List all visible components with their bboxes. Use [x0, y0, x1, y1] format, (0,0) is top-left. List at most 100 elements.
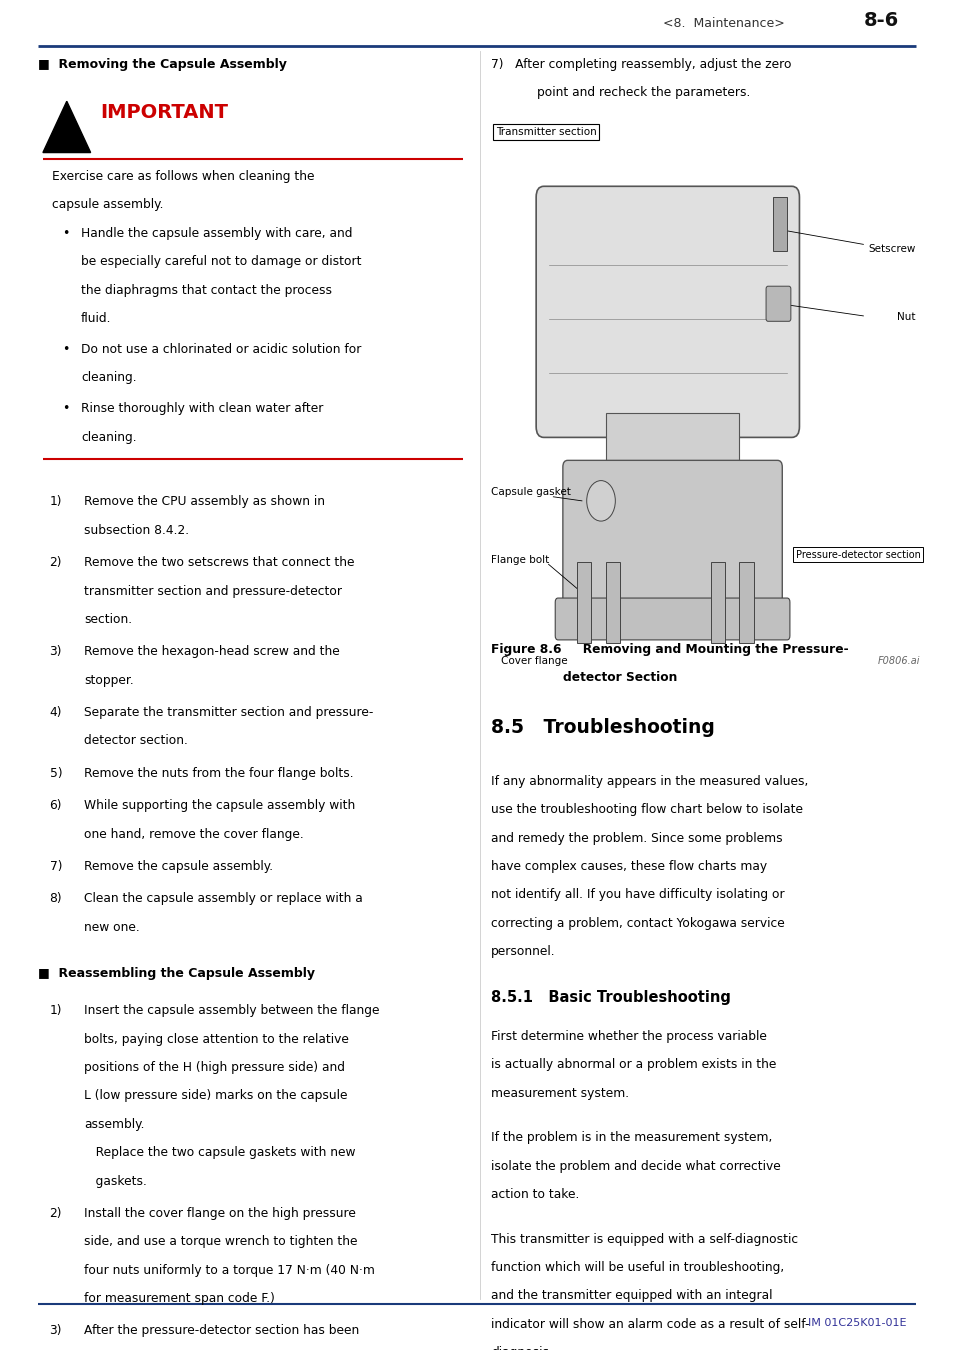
Text: Rinse thoroughly with clean water after: Rinse thoroughly with clean water after: [81, 402, 323, 416]
Text: 7)   After completing reassembly, adjust the zero: 7) After completing reassembly, adjust t…: [491, 58, 791, 72]
Text: ✋: ✋: [63, 115, 71, 128]
Text: detector section.: detector section.: [84, 734, 188, 748]
Bar: [605, 413, 739, 481]
Text: function which will be useful in troubleshooting,: function which will be useful in trouble…: [491, 1261, 783, 1274]
Text: Capsule gasket: Capsule gasket: [491, 487, 571, 497]
Text: transmitter section and pressure-detector: transmitter section and pressure-detecto…: [84, 585, 341, 598]
Text: 5): 5): [50, 767, 62, 780]
Text: measurement system.: measurement system.: [491, 1087, 629, 1100]
Bar: [605, 562, 619, 643]
Text: 8): 8): [50, 892, 62, 906]
Text: indicator will show an alarm code as a result of self-: indicator will show an alarm code as a r…: [491, 1318, 809, 1331]
Text: correcting a problem, contact Yokogawa service: correcting a problem, contact Yokogawa s…: [491, 917, 784, 930]
FancyBboxPatch shape: [536, 186, 799, 437]
Text: 1): 1): [50, 495, 62, 509]
Text: 8.5   Troubleshooting: 8.5 Troubleshooting: [491, 718, 715, 737]
Text: for measurement span code F.): for measurement span code F.): [84, 1292, 274, 1305]
FancyBboxPatch shape: [765, 286, 790, 321]
Text: 4): 4): [50, 706, 62, 720]
Text: Transmitter section: Transmitter section: [496, 127, 597, 136]
Bar: [710, 562, 724, 643]
Text: capsule assembly.: capsule assembly.: [52, 198, 164, 212]
Text: new one.: new one.: [84, 921, 139, 934]
Text: Pressure-detector section: Pressure-detector section: [795, 549, 920, 560]
Text: 8-6: 8-6: [862, 11, 898, 30]
Text: point and recheck the parameters.: point and recheck the parameters.: [537, 86, 750, 100]
Text: cleaning.: cleaning.: [81, 371, 136, 385]
Text: positions of the H (high pressure side) and: positions of the H (high pressure side) …: [84, 1061, 345, 1075]
Text: section.: section.: [84, 613, 132, 626]
Text: F0806.ai: F0806.ai: [877, 656, 920, 666]
Text: First determine whether the process variable: First determine whether the process vari…: [491, 1030, 766, 1044]
Text: side, and use a torque wrench to tighten the: side, and use a torque wrench to tighten…: [84, 1235, 357, 1249]
Text: Remove the hexagon-head screw and the: Remove the hexagon-head screw and the: [84, 645, 339, 659]
Text: Remove the two setscrews that connect the: Remove the two setscrews that connect th…: [84, 556, 355, 570]
Text: bolts, paying close attention to the relative: bolts, paying close attention to the rel…: [84, 1033, 349, 1046]
Text: detector Section: detector Section: [562, 671, 677, 684]
Text: diagnosis.: diagnosis.: [491, 1346, 553, 1350]
Text: Replace the two capsule gaskets with new: Replace the two capsule gaskets with new: [84, 1146, 355, 1160]
Text: one hand, remove the cover flange.: one hand, remove the cover flange.: [84, 828, 303, 841]
Text: Nut: Nut: [897, 312, 915, 321]
Text: and remedy the problem. Since some problems: and remedy the problem. Since some probl…: [491, 832, 782, 845]
Text: <8.  Maintenance>: <8. Maintenance>: [662, 16, 784, 30]
Text: 1): 1): [50, 1004, 62, 1018]
Text: ■  Reassembling the Capsule Assembly: ■ Reassembling the Capsule Assembly: [38, 967, 314, 980]
Text: 8.5.1   Basic Troubleshooting: 8.5.1 Basic Troubleshooting: [491, 990, 730, 1004]
Text: While supporting the capsule assembly with: While supporting the capsule assembly wi…: [84, 799, 355, 813]
Text: action to take.: action to take.: [491, 1188, 579, 1202]
Text: IMPORTANT: IMPORTANT: [100, 103, 228, 122]
Text: four nuts uniformly to a torque 17 N·m (40 N·m: four nuts uniformly to a torque 17 N·m (…: [84, 1264, 375, 1277]
Text: subsection 8.4.2.: subsection 8.4.2.: [84, 524, 189, 537]
Bar: [772, 197, 786, 251]
Text: •: •: [62, 402, 70, 416]
Text: 6): 6): [50, 799, 62, 813]
Text: fluid.: fluid.: [81, 312, 112, 325]
Text: After the pressure-detector section has been: After the pressure-detector section has …: [84, 1324, 359, 1338]
Text: Clean the capsule assembly or replace with a: Clean the capsule assembly or replace wi…: [84, 892, 362, 906]
Bar: [577, 562, 591, 643]
Text: If any abnormality appears in the measured values,: If any abnormality appears in the measur…: [491, 775, 808, 788]
Text: Install the cover flange on the high pressure: Install the cover flange on the high pre…: [84, 1207, 355, 1220]
Text: Setscrew: Setscrew: [867, 244, 915, 254]
Text: Separate the transmitter section and pressure-: Separate the transmitter section and pre…: [84, 706, 373, 720]
Text: stopper.: stopper.: [84, 674, 133, 687]
Text: IM 01C25K01-01E: IM 01C25K01-01E: [807, 1318, 905, 1327]
Text: 2): 2): [50, 556, 62, 570]
Text: •: •: [62, 227, 70, 240]
FancyBboxPatch shape: [562, 460, 781, 609]
Text: assembly.: assembly.: [84, 1118, 144, 1131]
Text: use the troubleshooting flow chart below to isolate: use the troubleshooting flow chart below…: [491, 803, 802, 817]
Text: have complex causes, these flow charts may: have complex causes, these flow charts m…: [491, 860, 766, 873]
Text: gaskets.: gaskets.: [84, 1174, 147, 1188]
FancyBboxPatch shape: [555, 598, 789, 640]
Text: If the problem is in the measurement system,: If the problem is in the measurement sys…: [491, 1131, 772, 1145]
Text: L (low pressure side) marks on the capsule: L (low pressure side) marks on the capsu…: [84, 1089, 347, 1103]
Text: the diaphragms that contact the process: the diaphragms that contact the process: [81, 284, 332, 297]
Text: Remove the capsule assembly.: Remove the capsule assembly.: [84, 860, 273, 873]
Text: Figure 8.6     Removing and Mounting the Pressure-: Figure 8.6 Removing and Mounting the Pre…: [491, 643, 848, 656]
Text: be especially careful not to damage or distort: be especially careful not to damage or d…: [81, 255, 361, 269]
Text: not identify all. If you have difficulty isolating or: not identify all. If you have difficulty…: [491, 888, 784, 902]
Text: Remove the CPU assembly as shown in: Remove the CPU assembly as shown in: [84, 495, 325, 509]
Text: 3): 3): [50, 645, 62, 659]
Text: •: •: [62, 343, 70, 356]
Text: personnel.: personnel.: [491, 945, 556, 958]
Text: Remove the nuts from the four flange bolts.: Remove the nuts from the four flange bol…: [84, 767, 354, 780]
Text: cleaning.: cleaning.: [81, 431, 136, 444]
Text: Exercise care as follows when cleaning the: Exercise care as follows when cleaning t…: [52, 170, 314, 184]
Text: Flange bolt: Flange bolt: [491, 555, 549, 564]
Text: Insert the capsule assembly between the flange: Insert the capsule assembly between the …: [84, 1004, 379, 1018]
Bar: [739, 562, 753, 643]
Text: This transmitter is equipped with a self-diagnostic: This transmitter is equipped with a self…: [491, 1233, 798, 1246]
Text: and the transmitter equipped with an integral: and the transmitter equipped with an int…: [491, 1289, 772, 1303]
Text: is actually abnormal or a problem exists in the: is actually abnormal or a problem exists…: [491, 1058, 776, 1072]
Text: Do not use a chlorinated or acidic solution for: Do not use a chlorinated or acidic solut…: [81, 343, 361, 356]
Text: 7): 7): [50, 860, 62, 873]
Text: isolate the problem and decide what corrective: isolate the problem and decide what corr…: [491, 1160, 781, 1173]
Circle shape: [586, 481, 615, 521]
Text: Cover flange: Cover flange: [500, 656, 567, 666]
Text: ■  Removing the Capsule Assembly: ■ Removing the Capsule Assembly: [38, 58, 287, 72]
Polygon shape: [43, 101, 91, 153]
Text: 3): 3): [50, 1324, 62, 1338]
